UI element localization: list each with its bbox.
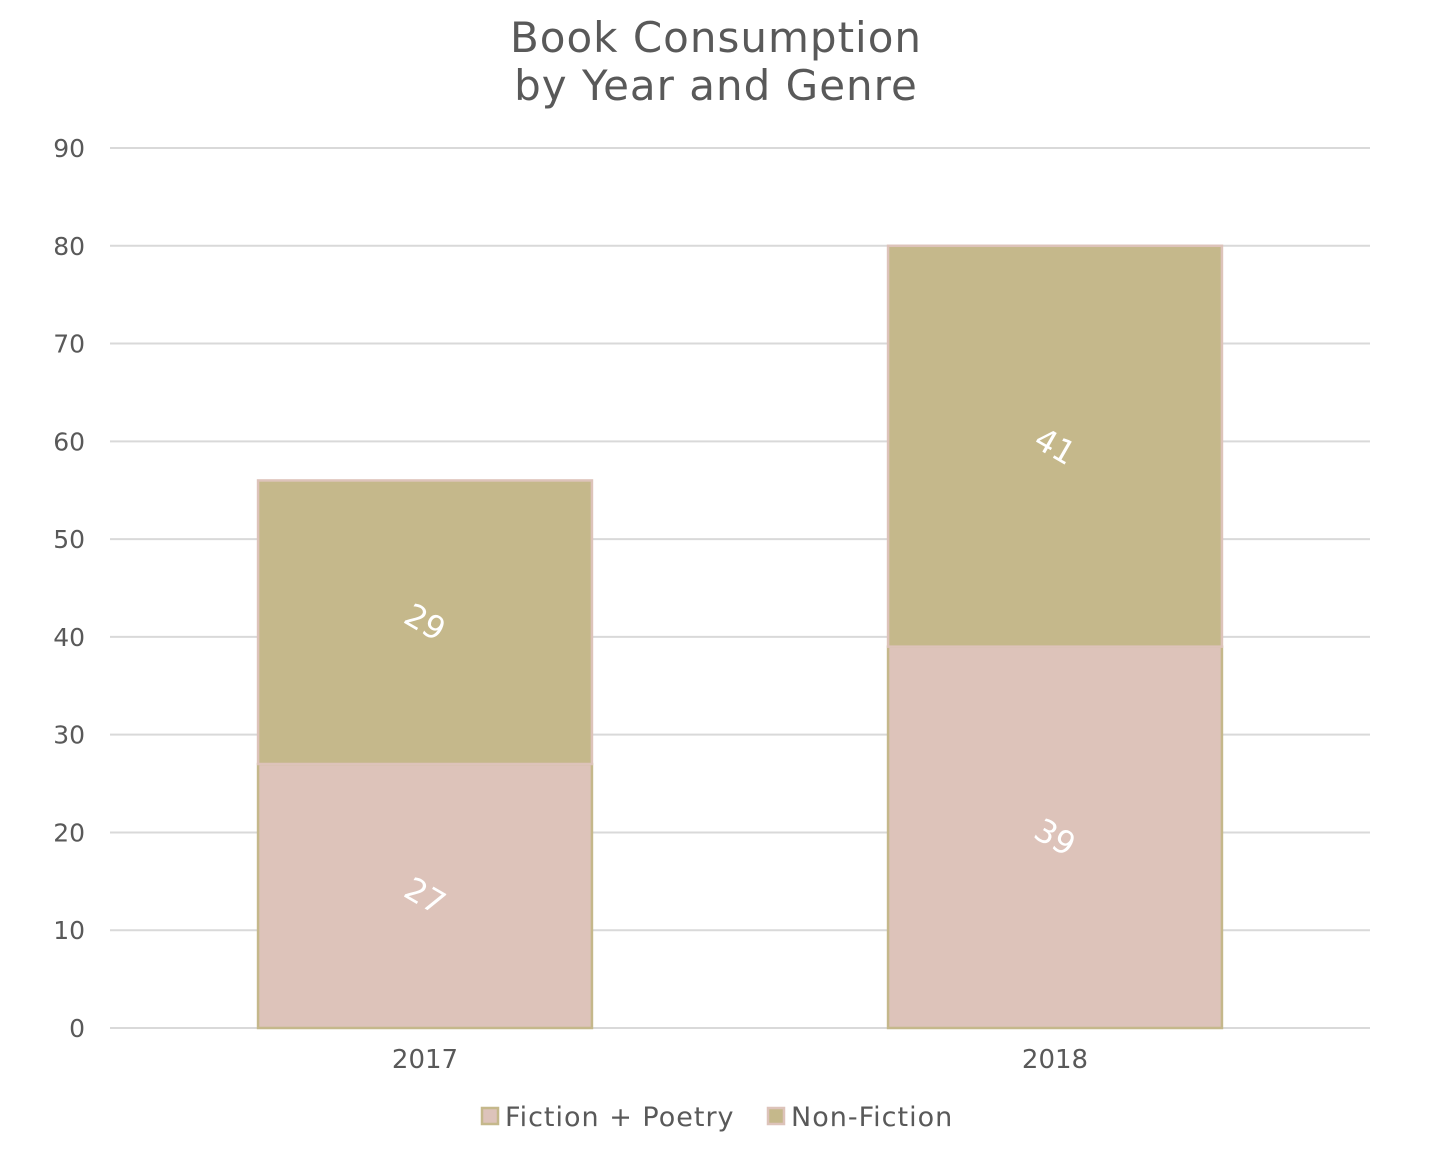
y-tick-label: 30 [53,721,85,750]
y-tick-label: 0 [69,1014,85,1043]
y-tick-label: 20 [53,818,85,847]
y-tick-label: 10 [53,916,85,945]
bar-segment [886,645,1224,1030]
legend-swatch [766,1106,786,1126]
bars [256,244,1224,1030]
legend-label: Fiction + Poetry [505,1102,735,1133]
y-tick-label: 50 [53,525,85,554]
legend-swatch [480,1106,500,1126]
bar-segment [886,244,1224,648]
y-tick-label: 40 [53,623,85,652]
x-category-label: 2018 [1022,1045,1088,1075]
y-tick-label: 90 [53,134,85,163]
bar-segment [256,479,594,766]
bar-segment [256,762,594,1030]
y-axis-tick-labels: 0 10 20 30 40 50 60 70 80 90 [53,134,85,1043]
x-axis-category-labels: 2017 2018 [392,1045,1088,1075]
legend-label: Non-Fiction [791,1102,953,1133]
y-tick-label: 80 [53,232,85,261]
chart-title-line-2: by Year and Genre [514,61,918,110]
y-tick-label: 60 [53,427,85,456]
chart-title-line-1: Book Consumption [509,13,923,62]
chart-title: Book Consumption by Year and Genre [0,14,1432,110]
x-category-label: 2017 [392,1045,458,1075]
legend: Fiction + Poetry Non-Fiction [480,1102,953,1133]
y-tick-label: 70 [53,330,85,359]
